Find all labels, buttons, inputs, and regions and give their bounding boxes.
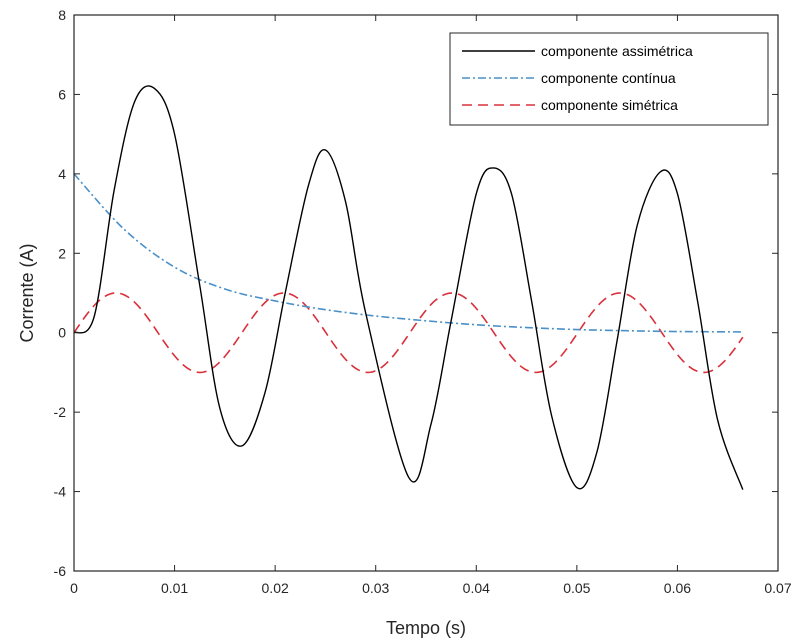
legend: componente assimétrica componente contín… [449,32,769,126]
legend-label-assimetrica: componente assimétrica [541,43,693,59]
ticks-layer: 0 0.01 0.02 0.03 0.04 0.05 0.06 0.07 -6 -4 -2 0 2 4 6 8 [54,7,792,596]
x-tick-label: 0.03 [362,580,389,596]
y-tick-label: -4 [54,484,67,500]
x-tick-label: 0.04 [463,580,490,596]
y-tick-label: 4 [58,166,66,182]
x-tick-label: 0.06 [664,580,691,596]
series-line-continua [73,173,743,333]
series-line-simetrica [73,292,744,374]
x-tick-label: 0.01 [161,580,188,596]
series-line-assimetrica [73,85,744,490]
x-tick-label: 0.02 [262,580,289,596]
legend-label-simetrica: componente simétrica [541,97,678,113]
y-tick-label: 6 [58,86,66,102]
y-tick-label: -2 [54,404,67,420]
plot-area-border [73,14,779,572]
legend-box [449,32,769,126]
y-tick-label: -6 [54,563,67,579]
legend-label-continua: componente contínua [541,70,676,86]
series-layer [73,85,744,490]
x-tick-label: 0.07 [764,580,791,596]
y-tick-label: 8 [58,7,66,23]
y-tick-label: 0 [58,325,66,341]
x-tick-label: 0.05 [563,580,590,596]
y-axis-title: Corrente (A) [17,243,37,342]
x-axis-title: Tempo (s) [386,618,466,638]
y-tick-label: 2 [58,245,66,261]
x-tick-label: 0 [70,580,78,596]
